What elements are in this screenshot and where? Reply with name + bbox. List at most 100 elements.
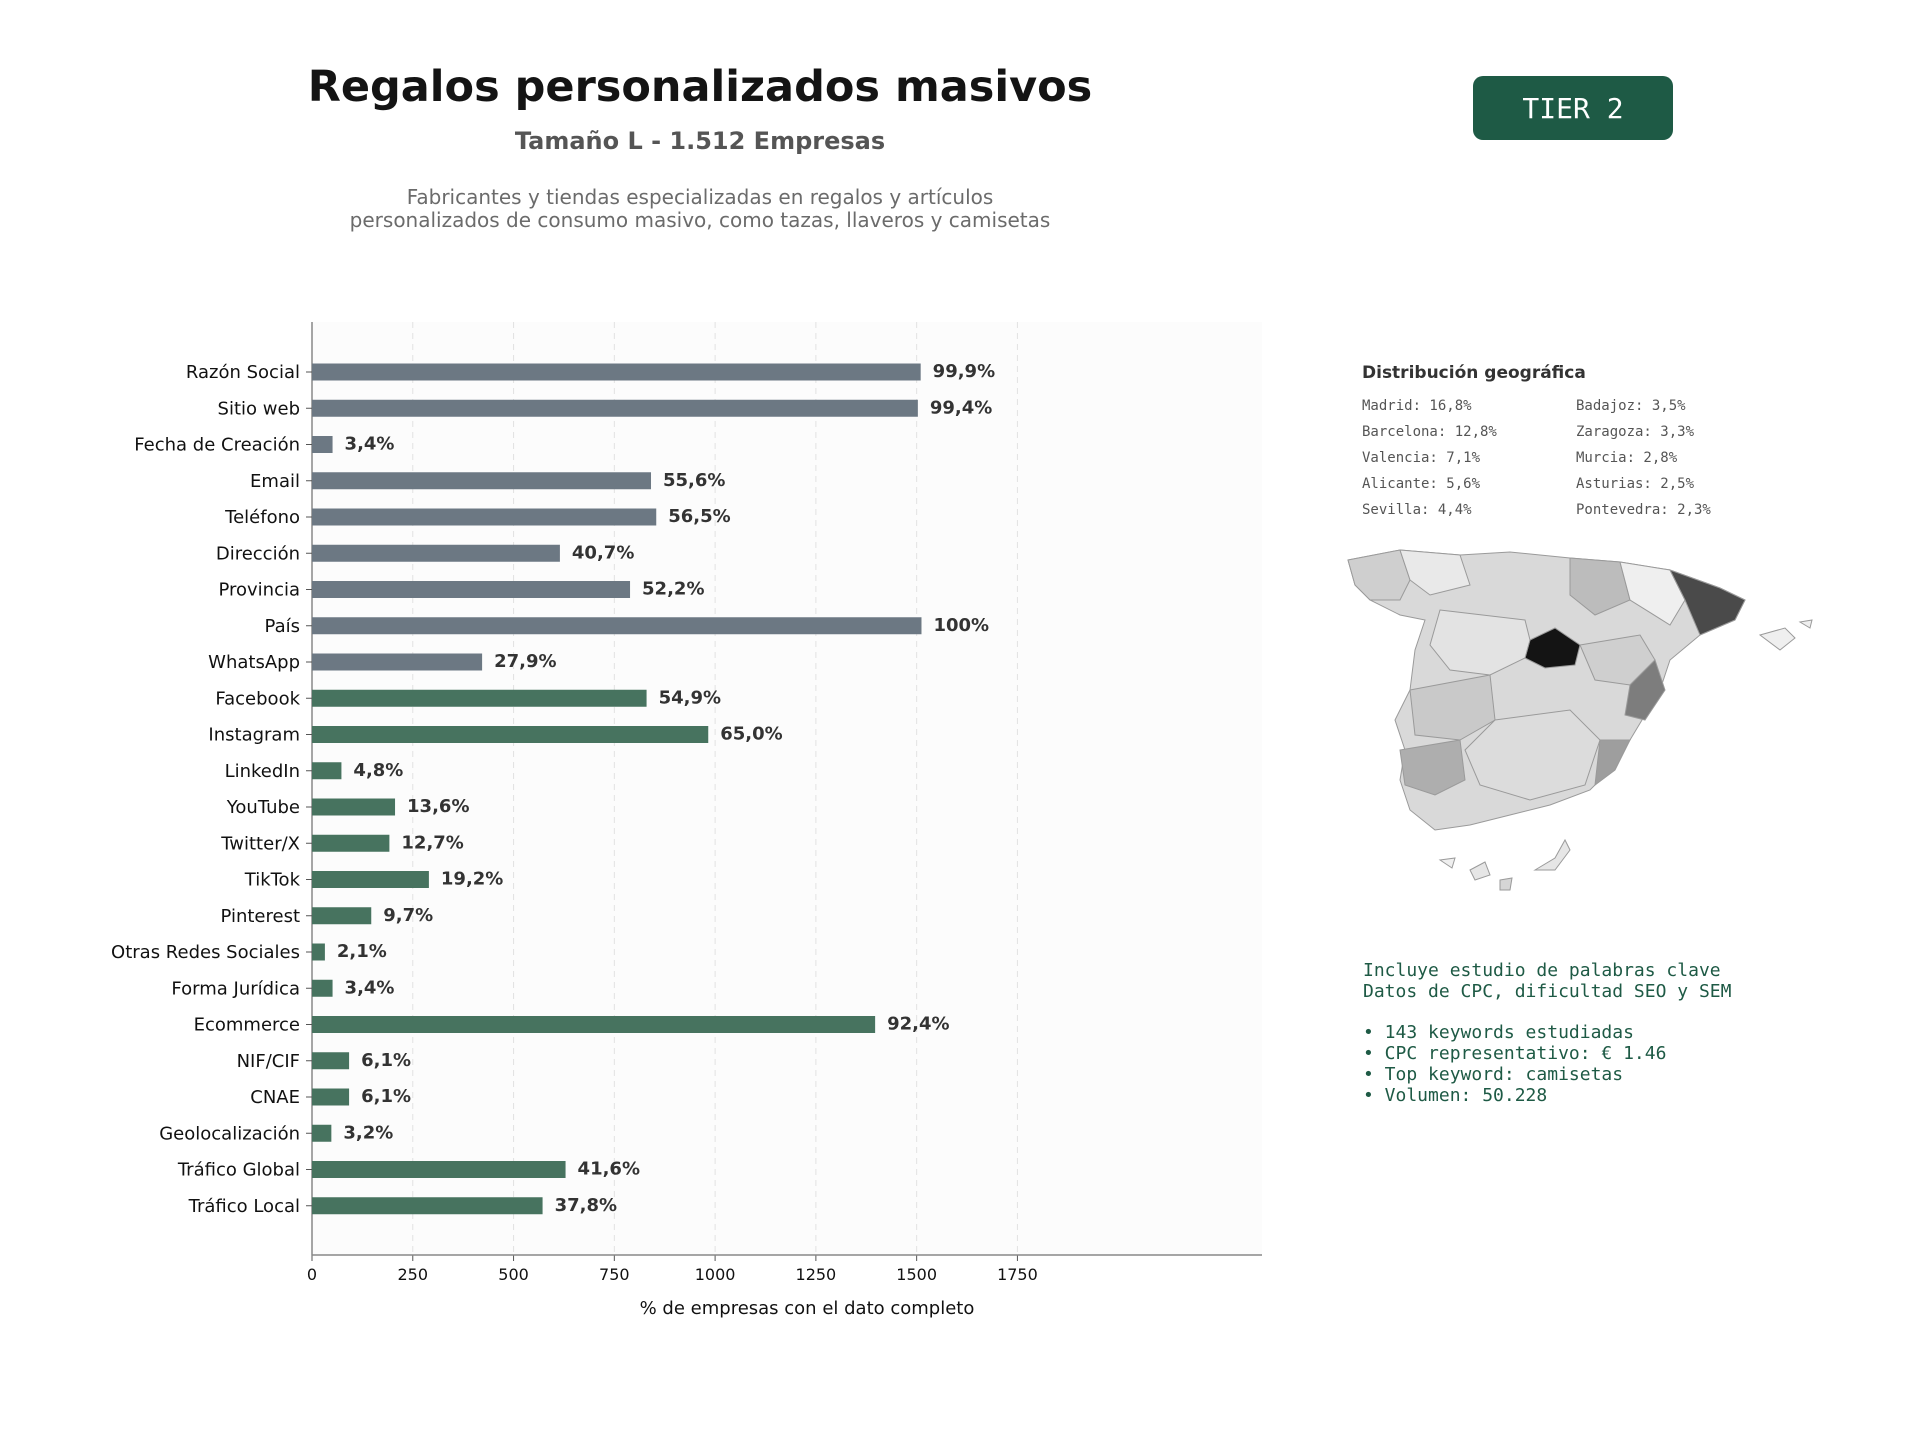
category-label: YouTube [226,797,300,818]
geo-item: Zaragoza: 3,3% [1576,424,1695,440]
data-label: 9,7% [383,905,433,926]
geo-title: Distribución geográfica [1362,363,1586,383]
bar [312,871,429,888]
keywords-bullet: • 143 keywords estudiadas [1363,1022,1634,1043]
category-label: Facebook [215,688,300,709]
keywords-line: Datos de CPC, dificultad SEO y SEM [1363,981,1732,1002]
map-region [1438,857,1456,869]
bar [312,798,396,816]
bar [312,544,560,562]
bar [312,1052,350,1070]
geo-item: Barcelona: 12,8% [1362,424,1497,440]
data-label: 99,9% [933,361,995,382]
geo-item: Madrid: 16,8% [1362,398,1472,414]
map-region [1758,627,1796,651]
x-tick-label: 1250 [796,1265,837,1284]
data-label: 13,6% [407,796,469,817]
geo-item: Badajoz: 3,5% [1576,398,1686,414]
keywords-line: Incluye estudio de palabras clave [1363,960,1721,981]
map-region [1409,674,1496,741]
geo-item: Sevilla: 4,4% [1362,502,1472,518]
category-label: Sitio web [218,398,300,419]
map-region [1624,659,1666,721]
data-label: 100% [933,615,989,636]
data-label: 2,1% [337,941,387,962]
x-tick-label: 1500 [896,1265,937,1284]
bar [312,1016,876,1033]
keywords-panel: Incluye estudio de palabras clave Datos … [1363,960,1731,1106]
category-label: Twitter/X [220,833,300,854]
data-label: 4,8% [353,760,403,781]
data-label: 52,2% [642,579,704,600]
bar [312,907,372,925]
bar [312,1161,566,1178]
bar [312,508,657,526]
category-label: Fecha de Creación [134,435,300,456]
x-axis-label: % de empresas con el dato completo [640,1298,975,1319]
data-label: 3,4% [345,434,395,455]
description-line: personalizados de consumo masivo, como t… [349,208,1051,232]
bar [312,726,709,743]
tier-badge: TIER 2 [1473,76,1673,140]
spain-map [1347,549,1813,891]
bar [312,363,921,381]
data-label: 12,7% [401,832,463,853]
category-label: Ecommerce [194,1015,300,1036]
map-region [1594,739,1631,787]
x-tick-label: 250 [398,1265,429,1284]
category-label: CNAE [250,1087,300,1108]
data-label: 6,1% [361,1050,411,1071]
plot-area [312,322,1262,1255]
category-label: Pinterest [220,906,300,927]
data-label: 37,8% [555,1195,617,1216]
category-label: Teléfono [224,507,300,528]
category-label: WhatsApp [208,652,300,673]
geo-item: Pontevedra: 2,3% [1576,502,1711,518]
description: Fabricantes y tiendas especializadas en … [250,186,1150,232]
category-label: TikTok [244,870,301,891]
category-label: Email [250,471,300,492]
bar [312,617,922,635]
category-label: Tráfico Global [177,1160,300,1181]
category-label: Dirección [216,543,300,564]
keywords-bullet: • Volumen: 50.228 [1363,1085,1548,1106]
data-label: 6,1% [361,1086,411,1107]
category-label: NIF/CIF [237,1051,300,1072]
x-tick-label: 500 [498,1265,529,1284]
bar [312,653,483,671]
map-region [1798,619,1813,629]
data-label: 56,5% [668,506,730,527]
data-label: 55,6% [663,470,725,491]
map-region [1464,709,1601,801]
category-label: Geolocalización [159,1123,300,1144]
x-tick-label: 0 [307,1265,317,1284]
data-label: 92,4% [887,1014,949,1035]
x-tick-label: 1750 [997,1265,1038,1284]
bar [312,762,342,780]
map-region [1469,861,1491,881]
bar [312,1197,543,1215]
category-label: Forma Jurídica [171,978,300,999]
category-label: Provincia [218,580,300,601]
geo-item: Asturias: 2,5% [1576,476,1695,492]
map-region [1619,561,1686,626]
data-label: 3,4% [345,977,395,998]
data-label: 99,4% [930,397,992,418]
map-region [1399,549,1471,596]
category-label: País [265,616,300,637]
category-label: Razón Social [186,362,300,383]
category-label: Instagram [208,725,300,746]
data-label: 41,6% [578,1159,640,1180]
data-label: 40,7% [572,542,634,563]
keywords-bullet: • Top keyword: camisetas [1363,1064,1624,1085]
bar [312,472,652,490]
bar [312,1124,332,1142]
map-region [1429,609,1531,676]
data-label: 19,2% [441,869,503,890]
category-label: Otras Redes Sociales [111,942,300,963]
bar [312,689,647,707]
data-label: 3,2% [343,1122,393,1143]
data-label: 54,9% [659,687,721,708]
map-region [1533,838,1571,871]
category-label: Tráfico Local [188,1196,300,1217]
